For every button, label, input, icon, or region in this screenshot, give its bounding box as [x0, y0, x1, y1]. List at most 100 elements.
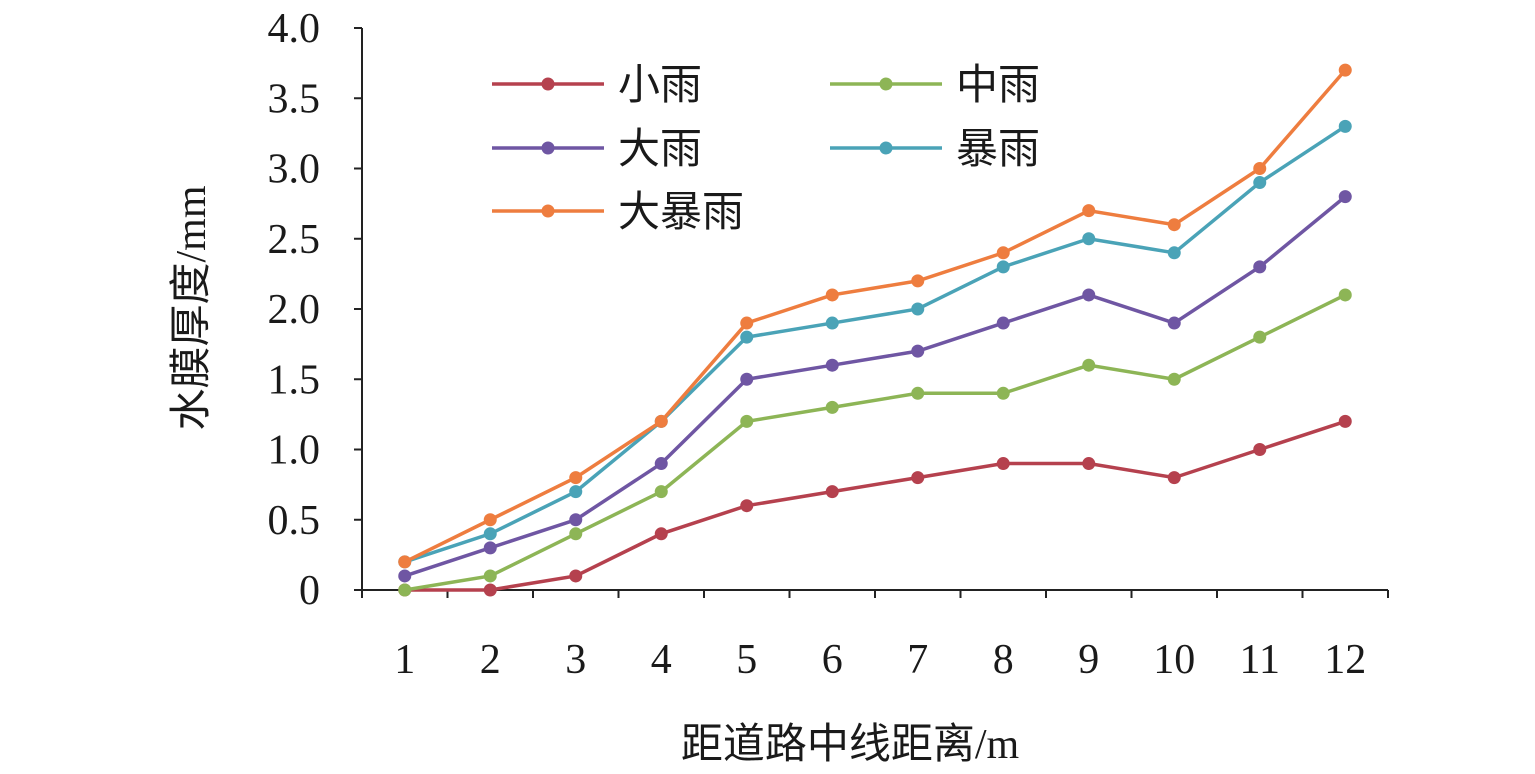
data-point [740, 372, 754, 386]
data-point [1082, 288, 1096, 302]
data-point [483, 583, 497, 597]
data-point [569, 513, 583, 527]
data-point [654, 527, 668, 541]
legend-marker [541, 141, 555, 155]
x-tick-label: 12 [1324, 637, 1366, 683]
legend-marker [541, 77, 555, 91]
data-point [483, 527, 497, 541]
data-point [996, 260, 1010, 274]
y-tick-label: 0.5 [268, 498, 321, 544]
data-point [1082, 457, 1096, 471]
data-point [825, 288, 839, 302]
data-point [996, 457, 1010, 471]
series-line [404, 293, 1347, 592]
legend-marker [879, 141, 893, 155]
data-point [483, 569, 497, 583]
data-point [1167, 471, 1181, 485]
y-tick-label: 2.0 [268, 287, 321, 333]
data-point [1338, 190, 1352, 204]
series-暴雨 [398, 119, 1352, 569]
x-tick-label: 6 [822, 637, 843, 683]
series-中雨 [398, 288, 1352, 597]
x-tick-label: 8 [993, 637, 1014, 683]
axes: 00.51.01.52.02.53.03.54.01 2 3 4 5 6 7 8 9 10 11 12 [268, 6, 1389, 683]
data-point [569, 569, 583, 583]
y-tick-label: 3.5 [268, 76, 321, 122]
data-point [740, 316, 754, 330]
series-line [404, 195, 1347, 578]
data-point [1082, 232, 1096, 246]
data-point [825, 485, 839, 499]
data-point [1082, 358, 1096, 372]
data-point [1338, 414, 1352, 428]
data-point [483, 541, 497, 555]
legend-item: 暴雨 [830, 127, 1040, 173]
data-point [654, 414, 668, 428]
data-point [569, 485, 583, 499]
data-point [1253, 330, 1267, 344]
data-point [1253, 443, 1267, 456]
data-point [740, 414, 754, 428]
x-tick-label: 1 [394, 637, 415, 683]
series-line [404, 124, 1347, 564]
x-tick-label: 2 [480, 637, 501, 683]
x-tick-label: 7 [907, 637, 928, 683]
series-大暴雨 [398, 63, 1352, 569]
data-point [569, 471, 583, 485]
legend-item: 中雨 [830, 63, 1040, 109]
data-point [1338, 119, 1352, 133]
series-group [398, 63, 1352, 597]
legend-item: 小雨 [492, 63, 702, 109]
data-point [1253, 162, 1267, 175]
data-point [911, 471, 925, 485]
legend-item: 大暴雨 [492, 190, 744, 236]
data-point [825, 316, 839, 330]
y-tick-label: 3.0 [268, 147, 321, 193]
data-point [996, 246, 1010, 260]
data-point [398, 583, 412, 597]
data-point [398, 555, 412, 569]
data-point [740, 330, 754, 344]
legend-item: 大雨 [492, 127, 702, 173]
x-tick-label: 4 [651, 637, 672, 683]
data-point [1167, 218, 1181, 232]
y-axis-label: 水膜厚度/mm [169, 185, 215, 430]
x-axis-label: 距道路中线距离/m [681, 721, 1020, 768]
series-line [404, 419, 1346, 592]
data-point [1253, 260, 1267, 274]
legend-label: 中雨 [956, 63, 1040, 109]
data-point [398, 569, 412, 583]
data-point [1167, 372, 1181, 386]
x-tick-label: 9 [1078, 637, 1099, 683]
data-point [911, 274, 925, 288]
x-tick-label: 5 [736, 637, 757, 683]
legend-label: 小雨 [618, 63, 702, 109]
legend-marker [541, 204, 555, 218]
y-tick-label: 0 [299, 568, 320, 614]
data-point [996, 386, 1010, 400]
legend-label: 大雨 [618, 127, 702, 173]
data-point [996, 316, 1010, 330]
legend-label: 大暴雨 [618, 190, 744, 236]
data-point [1338, 63, 1352, 77]
y-tick-label: 4.0 [268, 6, 321, 52]
y-tick-label: 2.5 [268, 217, 321, 263]
data-point [1082, 204, 1096, 218]
data-point [1338, 288, 1352, 302]
data-point [654, 485, 668, 499]
data-point [569, 527, 583, 541]
data-point [483, 513, 497, 527]
x-tick-label: 11 [1240, 637, 1280, 683]
data-point [740, 499, 754, 513]
legend-label: 暴雨 [956, 127, 1040, 173]
legend-marker [879, 77, 893, 91]
y-tick-label: 1.0 [268, 428, 321, 474]
data-point [654, 457, 668, 471]
series-line [403, 69, 1347, 564]
x-tick-label: 3 [565, 637, 586, 683]
series-大雨 [398, 190, 1352, 583]
data-point [911, 302, 925, 316]
data-point [911, 344, 925, 358]
x-tick-label: 10 [1153, 637, 1195, 683]
data-point [1167, 246, 1181, 260]
